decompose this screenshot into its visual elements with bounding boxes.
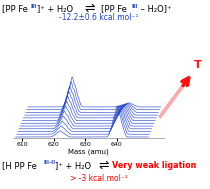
Text: ⇌: ⇌ bbox=[84, 2, 94, 15]
Text: – H₂O]⁺: – H₂O]⁺ bbox=[138, 4, 171, 13]
Text: Very weak ligation: Very weak ligation bbox=[112, 161, 197, 170]
Text: [PP Fe: [PP Fe bbox=[101, 4, 129, 13]
Text: -12.2±0.6 kcal.mol⁻¹: -12.2±0.6 kcal.mol⁻¹ bbox=[59, 13, 138, 22]
Text: III: III bbox=[131, 4, 138, 9]
Text: [PP Fe: [PP Fe bbox=[2, 4, 28, 13]
X-axis label: Mass (amu): Mass (amu) bbox=[68, 149, 109, 155]
Text: > -3 kcal.mol⁻¹: > -3 kcal.mol⁻¹ bbox=[70, 174, 128, 183]
Text: III‑II: III‑II bbox=[43, 160, 55, 165]
Text: [H PP Fe: [H PP Fe bbox=[2, 161, 37, 170]
Text: ⇌: ⇌ bbox=[99, 159, 109, 172]
Text: ]⁺ + H₂O: ]⁺ + H₂O bbox=[37, 4, 74, 13]
Text: ]⁺ + H₂O: ]⁺ + H₂O bbox=[55, 161, 91, 170]
Text: III: III bbox=[30, 4, 37, 9]
Text: T: T bbox=[194, 60, 202, 70]
